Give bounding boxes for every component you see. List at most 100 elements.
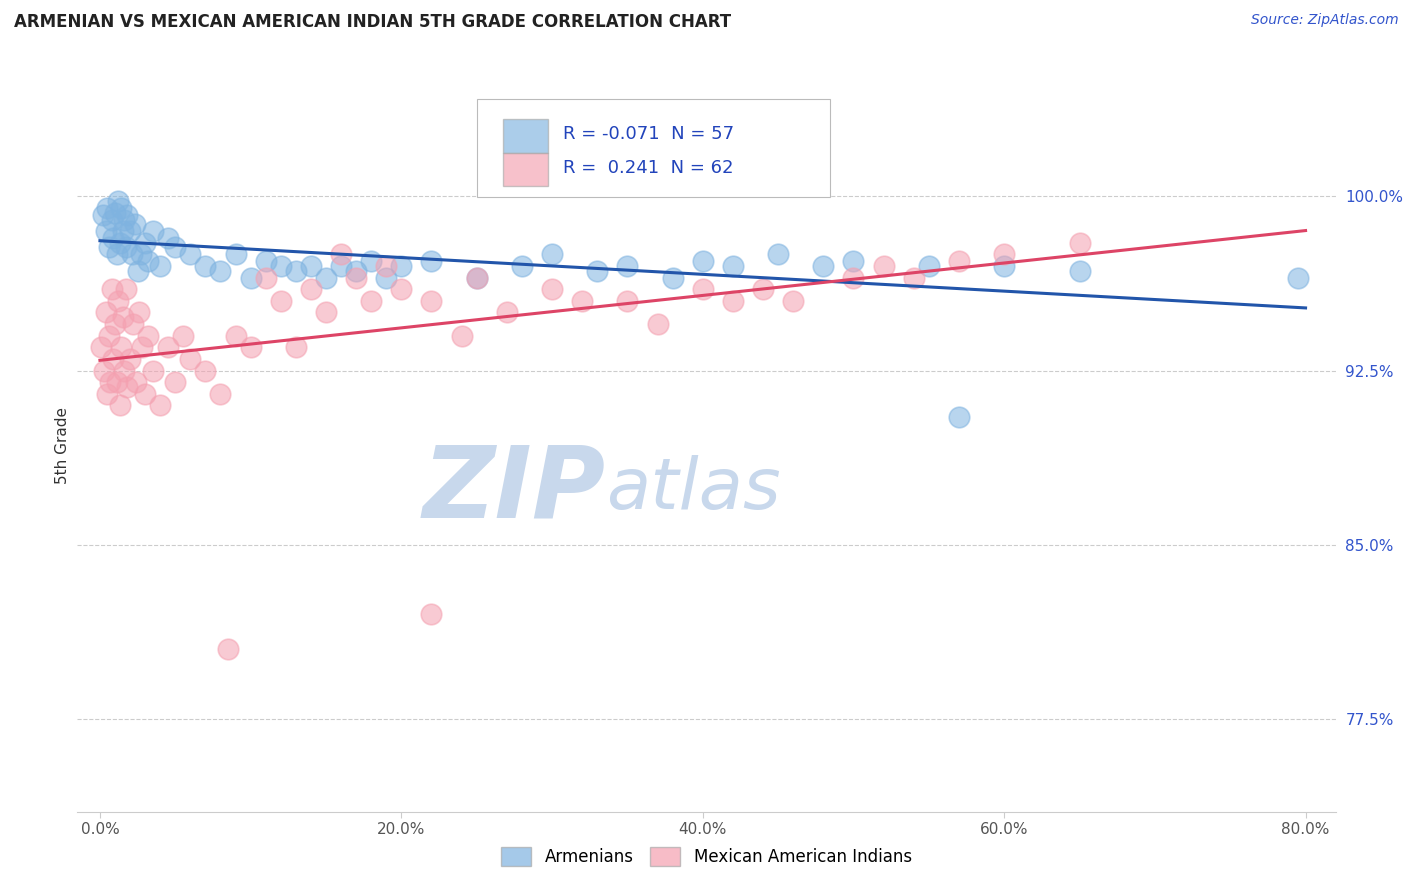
Point <box>128 305 150 319</box>
Point <box>129 247 152 261</box>
Point <box>112 212 135 227</box>
Point <box>149 259 172 273</box>
Point <box>270 259 292 273</box>
Point <box>692 282 714 296</box>
Point <box>541 282 564 296</box>
Point <box>165 240 187 254</box>
Point <box>993 259 1015 273</box>
Point <box>918 259 941 273</box>
Point <box>270 293 292 308</box>
Point <box>616 293 638 308</box>
Text: ARMENIAN VS MEXICAN AMERICAN INDIAN 5TH GRADE CORRELATION CHART: ARMENIAN VS MEXICAN AMERICAN INDIAN 5TH … <box>14 13 731 31</box>
Point <box>647 317 669 331</box>
Point <box>813 259 835 273</box>
Y-axis label: 5th Grade: 5th Grade <box>55 408 70 484</box>
Point <box>948 409 970 424</box>
Text: atlas: atlas <box>606 456 780 524</box>
Point <box>752 282 775 296</box>
Point <box>124 217 146 231</box>
Point <box>134 235 156 250</box>
Point <box>107 194 129 208</box>
Point <box>389 259 412 273</box>
Point <box>120 224 142 238</box>
Point <box>94 224 117 238</box>
Point <box>172 328 194 343</box>
Point <box>105 375 128 389</box>
Point <box>299 259 322 273</box>
Point <box>510 259 533 273</box>
Point <box>375 270 398 285</box>
Point <box>616 259 638 273</box>
Point <box>93 363 115 377</box>
Point <box>692 254 714 268</box>
Point <box>101 212 124 227</box>
Point <box>142 224 165 238</box>
Point <box>1286 270 1309 285</box>
Point <box>94 305 117 319</box>
Point <box>122 317 145 331</box>
Point <box>100 375 122 389</box>
Point <box>465 270 488 285</box>
Point <box>194 259 217 273</box>
Point <box>108 398 131 412</box>
Point <box>131 340 153 354</box>
Point <box>465 270 488 285</box>
Point <box>782 293 804 308</box>
Point <box>120 351 142 366</box>
Point <box>98 328 121 343</box>
Point <box>96 201 118 215</box>
Point <box>721 259 744 273</box>
Point <box>91 208 114 222</box>
Point <box>108 235 131 250</box>
Point <box>315 270 337 285</box>
Point <box>115 380 138 394</box>
Point <box>420 607 443 622</box>
Point <box>96 386 118 401</box>
Point <box>420 293 443 308</box>
Point <box>179 351 201 366</box>
Point <box>1069 263 1091 277</box>
Point <box>903 270 925 285</box>
Point <box>194 363 217 377</box>
Point <box>225 247 247 261</box>
Point <box>209 263 232 277</box>
Point <box>360 293 382 308</box>
Point <box>156 231 179 245</box>
Point <box>142 363 165 377</box>
FancyBboxPatch shape <box>503 119 548 153</box>
Point <box>103 231 125 245</box>
Point <box>111 310 134 325</box>
Legend: Armenians, Mexican American Indians: Armenians, Mexican American Indians <box>495 840 918 873</box>
Point <box>98 240 121 254</box>
Point <box>344 270 367 285</box>
Point <box>136 328 159 343</box>
Point <box>239 270 262 285</box>
Point <box>330 247 353 261</box>
Text: R = -0.071  N = 57: R = -0.071 N = 57 <box>562 125 734 143</box>
Point <box>420 254 443 268</box>
Point <box>299 282 322 296</box>
Point <box>156 340 179 354</box>
Point <box>389 282 412 296</box>
Point <box>104 317 127 331</box>
Text: Source: ZipAtlas.com: Source: ZipAtlas.com <box>1251 13 1399 28</box>
FancyBboxPatch shape <box>478 99 830 197</box>
Point <box>179 247 201 261</box>
Point <box>149 398 172 412</box>
Point <box>993 247 1015 261</box>
Point <box>127 263 149 277</box>
Point <box>254 254 277 268</box>
Point <box>101 282 124 296</box>
Point <box>104 205 127 219</box>
Point <box>284 340 307 354</box>
Point <box>450 328 472 343</box>
Point <box>121 247 143 261</box>
Point <box>209 386 232 401</box>
Point <box>134 386 156 401</box>
Point <box>842 270 865 285</box>
Point <box>103 351 125 366</box>
Point <box>586 263 609 277</box>
Point <box>315 305 337 319</box>
Point <box>360 254 382 268</box>
Point <box>114 240 136 254</box>
